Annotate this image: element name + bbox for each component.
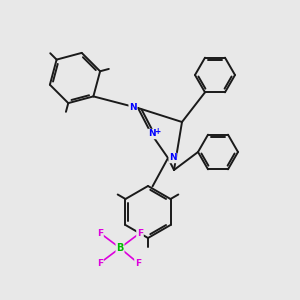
Text: N: N [148, 130, 156, 139]
Text: N: N [129, 103, 137, 112]
Text: F: F [135, 259, 141, 268]
Text: B: B [116, 243, 124, 253]
Text: F: F [97, 259, 103, 268]
Text: +: + [154, 127, 160, 136]
Text: F: F [137, 229, 143, 238]
Text: F: F [97, 229, 103, 238]
Text: N: N [169, 154, 177, 163]
